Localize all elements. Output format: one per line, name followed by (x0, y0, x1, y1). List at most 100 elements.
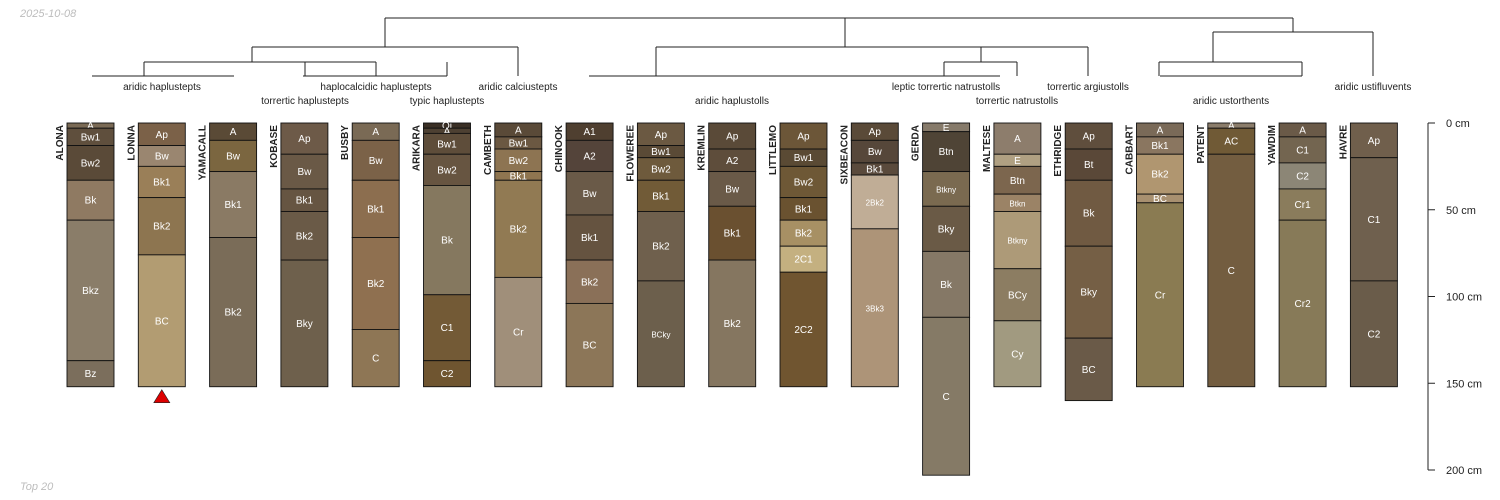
horizon-block (351, 179, 400, 238)
horizon-label: Btn (939, 147, 954, 158)
horizon-label: Ap (1368, 136, 1381, 147)
horizon-label: A (444, 126, 451, 137)
horizon-block (779, 271, 828, 388)
horizon-label: C1 (1296, 145, 1309, 156)
horizon-block (423, 153, 471, 186)
horizon-block (1064, 337, 1113, 402)
horizon-label: A2 (726, 156, 739, 167)
horizon-label: 3Bk3 (866, 304, 885, 313)
profile-name: LITTLEMO (768, 125, 779, 175)
horizon-label: 2Bk2 (866, 198, 885, 207)
horizon-block (351, 139, 400, 181)
horizon-block (993, 122, 1042, 155)
horizon-block (1278, 162, 1327, 190)
profile-name: YAWDIM (1267, 125, 1278, 165)
horizon-block (993, 320, 1042, 388)
horizon-label: Bw2 (437, 165, 457, 176)
horizon-label: Btkn (1009, 199, 1025, 208)
horizon-block (922, 205, 971, 252)
horizon-label: BC (155, 316, 169, 327)
horizon-block (280, 153, 329, 190)
horizon-label: Bk1 (795, 204, 813, 215)
horizon-block (66, 145, 115, 181)
horizon-block (351, 329, 400, 388)
horizon-block (66, 179, 115, 221)
group-label: haplocalcidic haplustepts (320, 82, 431, 93)
horizon-label: Bk1 (652, 191, 670, 202)
horizon-block (1064, 245, 1113, 339)
horizon-label: Cr (1155, 290, 1166, 301)
horizon-label: Btn (1010, 176, 1025, 187)
group-label: aridic calciustepts (479, 82, 558, 93)
horizon-block (850, 174, 899, 230)
group-label: torrertic argiustolls (1047, 82, 1129, 93)
group-label: aridic ustifluvents (1335, 82, 1412, 93)
horizon-label: Ap (869, 127, 882, 138)
horizon-label: Bk1 (724, 229, 742, 240)
horizon-label: Bw (226, 151, 241, 162)
profile-name: ALONA (55, 125, 66, 161)
horizon-label: Bw1 (81, 132, 101, 143)
horizon-block (423, 185, 471, 296)
horizon-block (565, 139, 614, 173)
horizon-label: Bk1 (581, 233, 599, 244)
horizon-block (565, 259, 614, 304)
horizon-label: Bw2 (794, 177, 814, 188)
horizon-label: Bk1 (1151, 141, 1169, 152)
horizon-label: A (1299, 125, 1306, 136)
horizon-label: Bw1 (509, 138, 529, 149)
horizon-label: Oi (442, 121, 452, 132)
horizon-block (708, 171, 757, 207)
depth-tick-label: 50 cm (1446, 205, 1476, 217)
horizon-block (1064, 148, 1113, 181)
marker-triangle (153, 389, 171, 404)
depth-tick-label: 100 cm (1446, 292, 1482, 304)
horizon-label: A2 (583, 151, 596, 162)
horizon-label: Ap (726, 132, 739, 143)
horizon-label: C (942, 392, 949, 403)
horizon-label: Bk2 (581, 277, 599, 288)
horizon-label: Bw (868, 147, 883, 158)
horizon-label: Ap (156, 130, 169, 141)
horizon-block (1064, 122, 1113, 150)
depth-tick-label: 0 cm (1446, 118, 1470, 130)
profile-name: FLOWEREE (625, 125, 636, 182)
horizon-label: Bk2 (724, 319, 742, 330)
horizon-label: C1 (1368, 215, 1381, 226)
horizon-label: C (372, 354, 379, 365)
profile-name: ARIKARA (412, 125, 423, 171)
horizon-block (1349, 122, 1398, 159)
group-label: aridic haplustepts (123, 82, 201, 93)
horizon-label: Bw (155, 151, 170, 162)
horizon-label: Bt (1084, 160, 1094, 171)
horizon-label: Bkz (82, 286, 99, 297)
horizon-block (1064, 179, 1113, 247)
horizon-label: A (1228, 121, 1235, 132)
horizon-label: C2 (1296, 171, 1309, 182)
horizon-block (423, 360, 471, 388)
horizon-label: Ap (1083, 132, 1096, 143)
horizon-label: BC (583, 341, 597, 352)
profile-name: ETHRIDGE (1053, 125, 1064, 177)
horizon-block (708, 205, 757, 261)
horizon-label: Btkny (936, 185, 956, 194)
horizon-block (779, 245, 828, 273)
horizon-label: Bw (725, 184, 740, 195)
horizon-label: BCy (1008, 290, 1027, 301)
horizon-label: 2C2 (794, 325, 813, 336)
horizon-label: Btkny (1007, 237, 1027, 246)
horizon-block (565, 214, 614, 261)
horizon-block (993, 211, 1042, 270)
horizon-label: Bk1 (866, 164, 884, 175)
horizon-block (779, 219, 828, 247)
horizon-block (209, 237, 258, 388)
horizon-label: Bz (85, 369, 97, 380)
horizon-label: Cr2 (1295, 299, 1312, 310)
horizon-block (779, 122, 828, 150)
group-label: aridic ustorthents (1193, 96, 1269, 107)
horizon-block (1136, 202, 1184, 388)
horizon-label: A (515, 125, 522, 136)
horizon-label: Cr1 (1295, 200, 1312, 211)
horizon-label: C2 (441, 369, 454, 380)
